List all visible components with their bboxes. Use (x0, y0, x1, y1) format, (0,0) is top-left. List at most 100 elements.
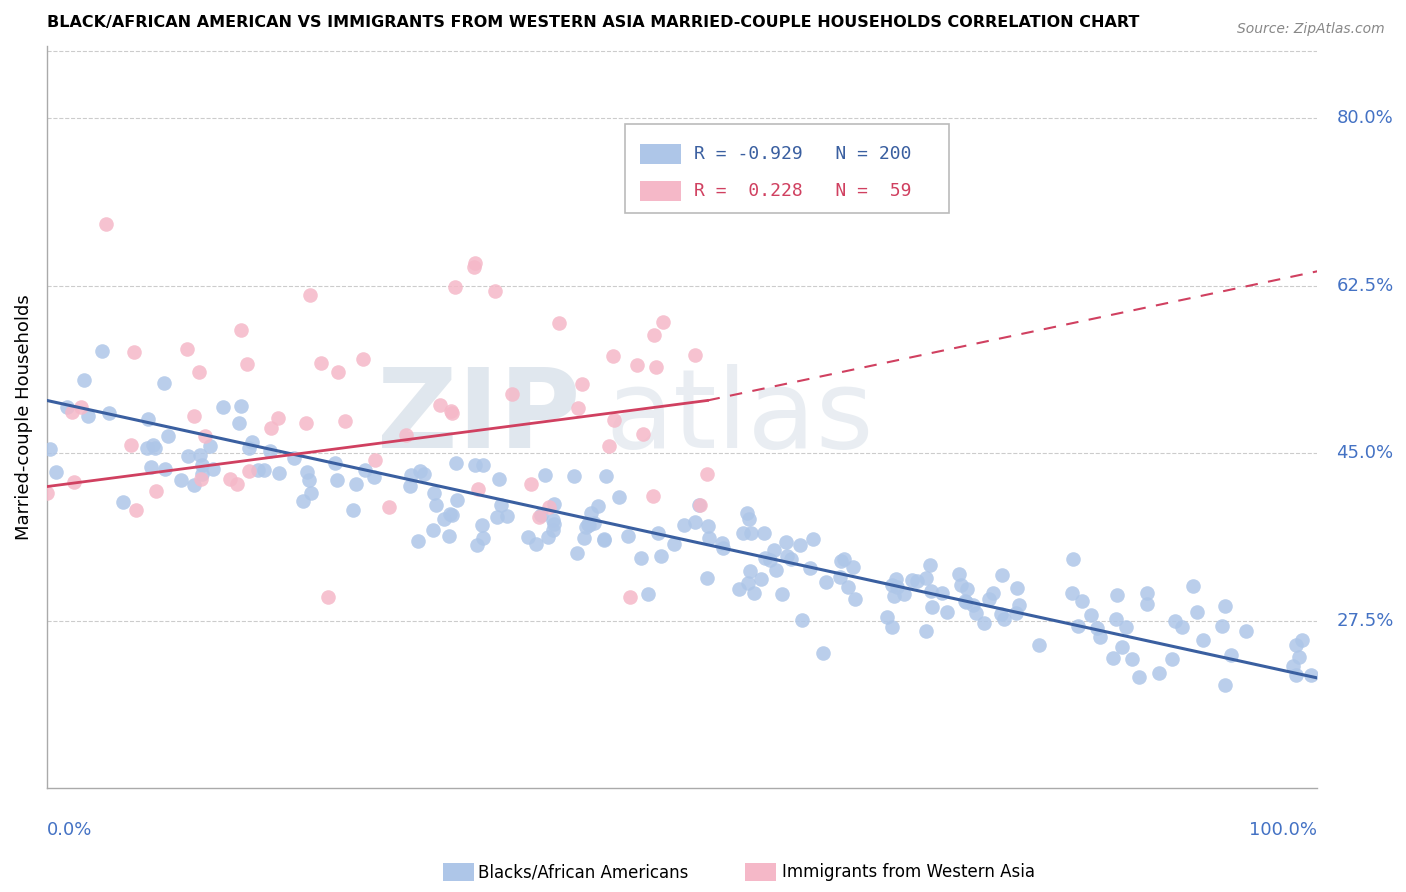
Point (583, 516, 606, 531)
Point (142, 438, 165, 452)
Text: R =  0.228   N =  59: R = 0.228 N = 59 (693, 182, 911, 200)
Point (979, 591, 1001, 606)
Point (914, 572, 936, 586)
Bar (640, 181, 681, 202)
Text: Blacks/African Americans: Blacks/African Americans (478, 863, 689, 881)
Point (1213, 599, 1236, 613)
Point (70, 400, 93, 414)
Point (647, 525, 669, 540)
Point (283, 451, 305, 466)
Point (801, 532, 824, 546)
Point (576, 517, 599, 532)
Point (464, 256, 486, 270)
Point (949, 577, 972, 591)
Point (1071, 594, 1094, 608)
Text: 0.0%: 0.0% (46, 822, 93, 839)
Point (571, 377, 593, 392)
Point (543, 497, 565, 511)
Point (73, 373, 96, 387)
Point (352, 351, 374, 366)
Point (936, 605, 959, 619)
Point (973, 616, 995, 631)
Point (1080, 607, 1102, 622)
Point (538, 500, 561, 514)
Point (260, 421, 283, 435)
Point (1282, 659, 1305, 673)
Point (1211, 619, 1233, 633)
Point (738, 564, 761, 578)
Point (731, 526, 754, 541)
Point (711, 535, 734, 549)
Point (364, 453, 387, 467)
Point (246, 462, 269, 476)
Point (1288, 649, 1310, 664)
Point (770, 587, 793, 601)
Point (45, 465, 67, 479)
Point (645, 359, 668, 374)
Point (56, 400, 79, 414)
Point (122, 345, 145, 359)
Point (291, 493, 314, 508)
Point (425, 498, 447, 512)
Point (1136, 597, 1159, 611)
Point (758, 553, 780, 567)
Point (408, 534, 430, 549)
Point (1088, 631, 1111, 645)
Point (318, 590, 340, 604)
Point (471, 518, 494, 533)
Point (488, 472, 510, 486)
Point (298, 473, 321, 487)
Point (752, 526, 775, 541)
Point (1004, 606, 1026, 620)
Point (1185, 605, 1208, 619)
Point (190, 472, 212, 486)
Point (323, 456, 346, 470)
Point (965, 606, 987, 620)
Point (97, 406, 120, 420)
Point (1102, 650, 1125, 665)
Point (443, 280, 465, 294)
Point (527, 510, 550, 524)
Point (955, 595, 977, 609)
Point (259, 444, 281, 458)
Point (728, 582, 751, 596)
Point (422, 523, 444, 537)
Point (1164, 615, 1187, 629)
Point (876, 610, 898, 624)
Point (238, 441, 260, 455)
Point (832, 552, 855, 566)
Point (295, 465, 318, 479)
Point (699, 531, 721, 545)
Point (799, 561, 821, 575)
Point (346, 476, 368, 491)
Point (153, 376, 176, 390)
Point (737, 512, 759, 526)
Point (1234, 624, 1257, 639)
Point (631, 426, 654, 441)
Point (440, 404, 463, 418)
Point (1128, 670, 1150, 684)
Point (145, 483, 167, 498)
Point (630, 550, 652, 565)
Point (187, 365, 209, 379)
Point (689, 498, 711, 512)
Point (575, 520, 598, 534)
Point (96, 217, 118, 231)
Text: Source: ZipAtlas.com: Source: ZipAtlas.com (1237, 22, 1385, 37)
Point (191, 467, 214, 481)
Text: 27.5%: 27.5% (1336, 612, 1393, 630)
Point (567, 401, 589, 416)
Point (775, 534, 797, 549)
Point (749, 572, 772, 586)
Point (1160, 652, 1182, 666)
Point (637, 587, 659, 601)
Point (592, 532, 614, 546)
Text: R = -0.929   N = 200: R = -0.929 N = 200 (693, 145, 911, 163)
Point (489, 498, 512, 512)
Point (155, 462, 177, 476)
Point (537, 530, 560, 544)
Point (267, 410, 290, 425)
Point (593, 533, 616, 547)
Point (190, 458, 212, 472)
Point (240, 434, 263, 449)
